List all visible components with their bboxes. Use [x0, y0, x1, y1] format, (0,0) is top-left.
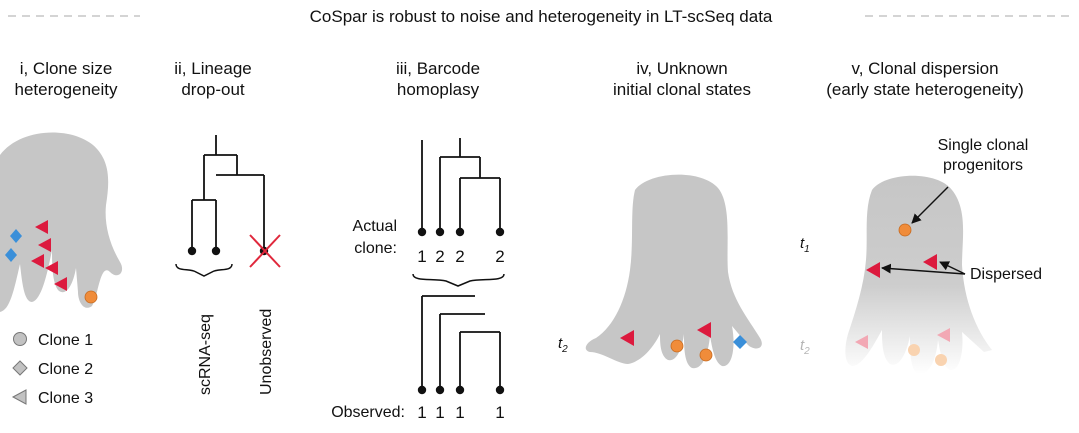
actual-clone-value: 2: [435, 247, 444, 266]
observed-clone-value: 1: [435, 403, 444, 422]
clone1-circle-faded: [935, 354, 947, 366]
panel-v-title-line2: (early state heterogeneity): [826, 80, 1024, 99]
clone3-triangle: [697, 322, 711, 338]
dispersed-arrow: [939, 261, 966, 275]
clone1-circle: [84, 290, 98, 304]
time-label-t1: t1: [800, 235, 810, 255]
observed-label: Observed:: [331, 404, 405, 421]
panel-barcode-homoplasy: iii, Barcode homoplasy Actual clone: 1 2…: [331, 59, 505, 422]
observed-clone-value: 1: [495, 403, 504, 422]
time-label-t2-faded: t2: [800, 337, 810, 357]
panel-i-title-line2: heterogeneity: [14, 80, 118, 99]
clone3-triangle: [35, 220, 48, 234]
diamond-icon: [12, 360, 28, 376]
panel-ii-title-line1: ii, Lineage: [174, 59, 252, 78]
triangle-icon: [11, 389, 27, 405]
leaf-node: [417, 385, 427, 395]
panel-iii-title-line2: homoplasy: [397, 80, 480, 99]
leaf-node: [187, 246, 197, 256]
clone2-diamond: [10, 229, 22, 243]
brace-seq: [175, 263, 233, 277]
landscape-shape-i: [0, 132, 123, 312]
leaf-node: [435, 227, 445, 237]
observed-lineage-tree: [421, 295, 501, 390]
observed-clone-value: 1: [417, 403, 426, 422]
panel-clone-size: i, Clone size heterogeneity Clone 1 Clon…: [0, 59, 123, 407]
actual-clone-value: 2: [495, 247, 504, 266]
landscape-shape-v: [845, 175, 992, 375]
progenitor-label-line1: Single clonal: [938, 137, 1029, 154]
clone3-triangle: [54, 277, 67, 291]
panel-v-title-line1: v, Clonal dispersion: [851, 59, 998, 78]
panel-iv-title-line2: initial clonal states: [613, 80, 751, 99]
cross-icon: [249, 234, 281, 268]
landscape-shape-iv: [585, 174, 762, 369]
panel-i-title-line1: i, Clone size: [20, 59, 113, 78]
clone3-triangle: [38, 238, 51, 252]
figure-title: CoSpar is robust to noise and heterogene…: [310, 7, 773, 26]
clone2-diamond: [5, 248, 17, 262]
circle-icon: [13, 332, 27, 346]
label-scrna-seq: scRNA-seq: [197, 314, 214, 395]
clone1-circle: [898, 223, 912, 237]
clone1-circle-faded: [908, 344, 920, 356]
clone3-triangle: [923, 254, 937, 270]
leaf-node: [455, 385, 465, 395]
clone3-triangle: [45, 261, 58, 275]
actual-clone-label-line1: Actual: [353, 218, 397, 235]
legend-clone3-label: Clone 3: [38, 390, 93, 407]
label-unobserved: Unobserved: [258, 309, 275, 395]
clone2-diamond: [733, 335, 747, 349]
panel-ii-title-line2: drop-out: [181, 80, 245, 99]
clone1-circle: [670, 339, 684, 353]
leaf-node: [495, 227, 505, 237]
panel-lineage-dropout: ii, Lineage drop-out scRNA-seq Unobserve…: [174, 59, 281, 395]
leaf-node: [435, 385, 445, 395]
leaf-node: [417, 227, 427, 237]
leaf-node: [455, 227, 465, 237]
actual-clone-value: 2: [455, 247, 464, 266]
progenitor-label-line2: progenitors: [943, 157, 1023, 174]
progenitor-arrow: [911, 186, 949, 224]
dispersed-arrow: [881, 263, 966, 275]
clone3-triangle: [31, 254, 44, 268]
legend-clone1-label: Clone 1: [38, 332, 93, 349]
brace-homoplasy: [412, 273, 505, 287]
clone3-triangle-faded: [855, 335, 868, 349]
clone3-triangle: [620, 330, 634, 346]
observed-clone-value: 1: [455, 403, 464, 422]
clone3-triangle: [866, 262, 880, 278]
lineage-tree-ii: [191, 135, 265, 251]
actual-lineage-tree: [421, 138, 501, 232]
panel-clonal-dispersion: v, Clonal dispersion (early state hetero…: [800, 59, 1042, 375]
clone1-circle: [699, 348, 713, 362]
actual-clone-value: 1: [417, 247, 426, 266]
panel-iii-title-line1: iii, Barcode: [396, 59, 480, 78]
time-label-t2: t2: [558, 335, 568, 355]
panel-iv-title-line1: iv, Unknown: [636, 59, 727, 78]
leaf-node: [211, 246, 221, 256]
panel-unknown-initial-states: iv, Unknown initial clonal states t2: [558, 59, 762, 369]
actual-clone-label-line2: clone:: [354, 240, 397, 257]
leaf-node: [495, 385, 505, 395]
dispersed-label: Dispersed: [970, 266, 1042, 283]
clone-legend: Clone 1 Clone 2 Clone 3: [11, 332, 93, 407]
clone3-triangle-faded: [937, 328, 950, 342]
legend-clone2-label: Clone 2: [38, 361, 93, 378]
